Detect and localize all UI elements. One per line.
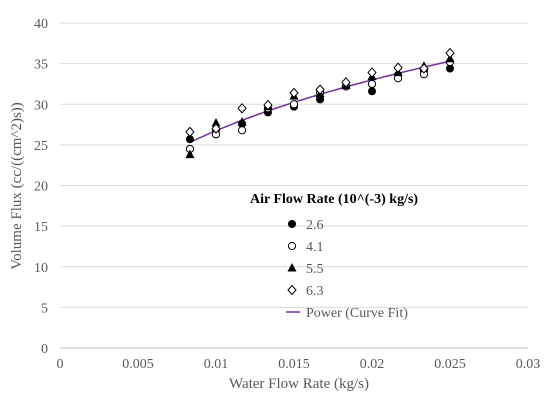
legend-marker-2.6 xyxy=(288,220,296,228)
data-point-6.3 xyxy=(393,62,403,73)
x-tick-label: 0.025 xyxy=(434,357,466,372)
data-point-6.3 xyxy=(263,99,273,111)
data-point-5.5 xyxy=(211,117,221,127)
y-axis-title: Volume Flux (cc/((cm^2)s)) xyxy=(9,102,25,270)
data-point-2.6 xyxy=(368,87,376,96)
x-tick-label: 0 xyxy=(57,357,64,372)
legend-label: 5.5 xyxy=(306,262,324,277)
legend-label: 4.1 xyxy=(306,240,324,255)
y-tick-label: 25 xyxy=(34,139,48,154)
legend-marker-6.3 xyxy=(287,284,297,296)
data-point-6.3 xyxy=(289,87,299,99)
data-point-5.5 xyxy=(237,117,247,126)
data-point-6.3 xyxy=(185,126,195,138)
legend-marker-5.5 xyxy=(287,263,297,272)
x-tick-label: 0.02 xyxy=(360,357,385,372)
data-point-6.3 xyxy=(445,47,455,59)
y-tick-label: 15 xyxy=(34,220,48,235)
x-tick-label: 0.005 xyxy=(122,357,154,372)
data-point-6.3 xyxy=(237,103,247,114)
data-point-5.5 xyxy=(185,149,195,159)
data-point-4.1 xyxy=(237,126,247,135)
y-tick-label: 40 xyxy=(34,17,48,32)
y-tick-label: 30 xyxy=(34,98,48,113)
y-tick-label: 0 xyxy=(41,342,48,357)
y-tick-label: 10 xyxy=(34,261,48,276)
data-point-6.3 xyxy=(315,84,325,95)
legend-title: Air Flow Rate (10^(-3) kg/s) xyxy=(250,192,418,207)
data-point-4.1 xyxy=(289,100,299,109)
x-tick-label: 0.03 xyxy=(516,357,541,372)
legend-marker-4.1 xyxy=(287,241,297,251)
data-points xyxy=(185,47,455,159)
data-point-2.6 xyxy=(446,64,454,73)
legend-label: 2.6 xyxy=(306,218,324,233)
y-tick-label: 20 xyxy=(34,180,48,195)
tick-labels: 0 5 10 15 20 25 30 35 40 0 0.005 0.01 0.015 0.02 0.025… xyxy=(34,17,540,372)
data-point-4.1 xyxy=(367,79,377,89)
y-tick-label: 5 xyxy=(41,301,48,316)
x-tick-label: 0.015 xyxy=(278,357,310,372)
x-tick-label: 0.01 xyxy=(204,357,229,372)
data-point-6.3 xyxy=(419,63,429,74)
legend-label: Power (Curve Fit) xyxy=(306,306,408,321)
x-axis-title: Water Flow Rate (kg/s) xyxy=(229,376,369,392)
y-tick-label: 35 xyxy=(34,58,48,73)
legend: Air Flow Rate (10^(-3) kg/s) 2.6 4.1 5.5 6.… xyxy=(250,192,418,321)
data-point-2.6 xyxy=(185,135,194,144)
data-point-2.6 xyxy=(316,95,325,104)
data-point-6.3 xyxy=(211,123,221,134)
legend-items: 2.6 4.1 5.5 6.3 Power (Curve Fit) xyxy=(286,218,408,321)
data-point-6.3 xyxy=(367,67,377,78)
data-point-6.3 xyxy=(341,77,351,88)
legend-label: 6.3 xyxy=(306,284,324,299)
